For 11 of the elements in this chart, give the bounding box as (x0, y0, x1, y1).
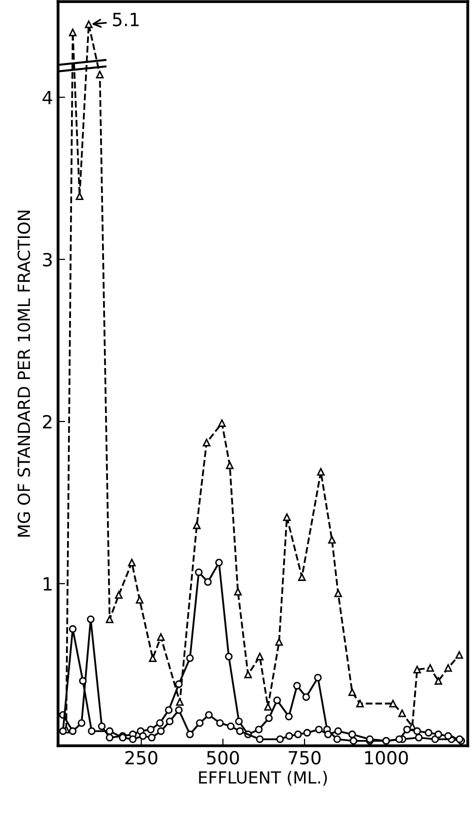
x-axis-title: EFFLUENT (ML.) (199, 770, 327, 786)
y-tick-label: 2 (43, 414, 52, 428)
x-tick-label: 250 (125, 750, 158, 765)
x-tick-label: 1000 (365, 750, 408, 765)
y-tick-label: 4 (42, 90, 52, 104)
annotation: 5.1 (112, 12, 139, 26)
x-tick-label: 500 (207, 750, 239, 765)
x-tick-label: 750 (288, 750, 321, 765)
y-tick-label: 1 (44, 577, 52, 590)
y-axis-title: MG OF STANDARD PER 10ML FRACTION (18, 210, 30, 537)
y-tick-label: 3 (43, 252, 52, 267)
